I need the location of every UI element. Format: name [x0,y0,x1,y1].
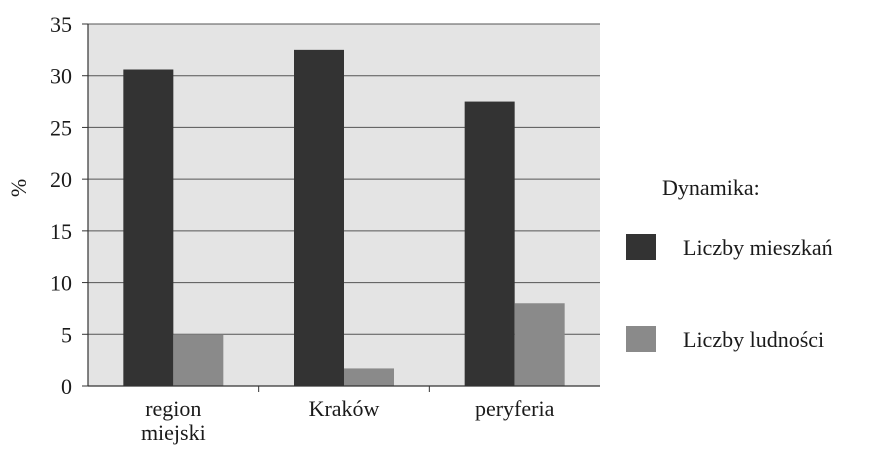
y-tick-label: 0 [61,374,72,399]
legend-item: Liczby mieszkań [626,234,833,260]
y-tick-label: 10 [50,271,72,296]
bar-ludnosci-2 [514,303,565,386]
axes [82,23,600,392]
legend-swatch [626,234,656,260]
y-tick-label: 15 [50,219,72,244]
legend-label: Liczby ludności [683,327,824,352]
legend-item: Liczby ludności [626,326,824,352]
category-labels: region miejski Kraków peryferia [141,396,555,445]
y-tick-label: 30 [50,64,72,89]
bars [123,49,565,387]
legend-label: Liczby mieszkań [683,235,833,260]
y-tick-labels: 0 5 10 15 20 25 30 35 [50,12,72,399]
bar-ludnosci-0 [173,334,224,386]
bar-mieszkan-0 [123,69,174,386]
legend-title: Dynamika: [662,175,760,200]
y-axis-title: % [6,179,31,197]
x-category-label: region miejski [141,396,206,445]
bar-ludnosci-1 [344,368,394,386]
legend-swatch [626,326,656,352]
y-tick-label: 5 [61,322,72,347]
y-tick-label: 20 [50,167,72,192]
x-category-label: peryferia [475,396,555,421]
x-category-label: Kraków [309,396,380,421]
bar-mieszkan-2 [464,101,515,387]
bar-mieszkan-1 [294,49,344,386]
y-tick-label: 35 [50,12,72,37]
legend: Dynamika: Liczby mieszkań Liczby ludności [626,175,833,352]
legend-items: Liczby mieszkań Liczby ludności [626,234,833,352]
y-tick-label: 25 [50,115,72,140]
